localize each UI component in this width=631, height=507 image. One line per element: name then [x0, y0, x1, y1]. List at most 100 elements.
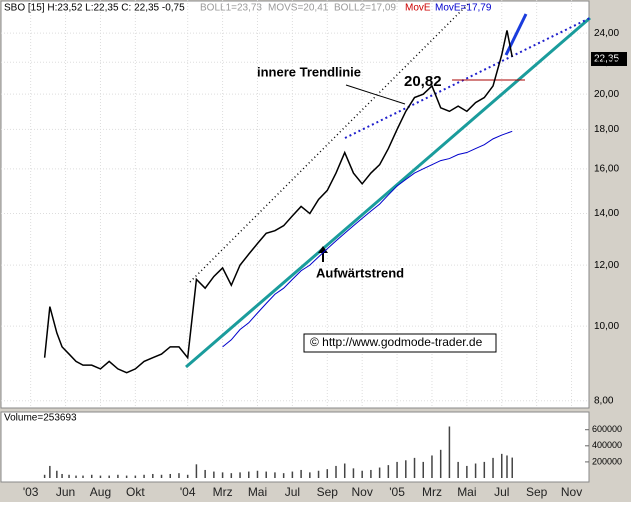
indicator: BOLL2=17,09 — [334, 3, 396, 14]
x-tick-label: '04 — [180, 485, 196, 499]
volume-bar — [49, 465, 51, 478]
y-tick-label: 10,00 — [594, 321, 619, 332]
volume-bar — [125, 475, 128, 478]
volume-bar — [474, 463, 477, 478]
x-tick-label: Nov — [561, 485, 582, 499]
volume-bar — [230, 473, 233, 478]
volume-bar — [160, 474, 163, 478]
volume-bar — [422, 461, 424, 478]
volume-bar — [274, 472, 276, 478]
annotation: innere Trendlinie — [257, 64, 361, 79]
volume-bar — [387, 465, 390, 478]
volume-bar — [457, 461, 459, 478]
x-tick-label: Nov — [352, 485, 373, 499]
vol-tick-label: 600000 — [592, 424, 622, 434]
indicator: BOLL1=23,73 — [200, 3, 262, 14]
vol-tick-label: 200000 — [592, 456, 622, 466]
x-tick-label: Okt — [126, 485, 145, 499]
volume-bar — [213, 471, 215, 478]
volume-bar — [43, 474, 46, 478]
volume-bar — [152, 473, 154, 478]
y-tick-label: 22,00 — [594, 57, 619, 68]
pointer — [345, 84, 406, 105]
volume-bar — [335, 465, 337, 478]
y-tick-label: 18,00 — [594, 124, 619, 135]
volume-bar — [56, 470, 58, 478]
x-tick-label: Jun — [56, 485, 75, 499]
volume-bar — [413, 457, 416, 478]
volume-bar — [352, 468, 355, 478]
volume-bar — [506, 455, 508, 478]
copyright-box — [303, 333, 497, 353]
volume-bar — [169, 473, 171, 478]
arrow-up — [504, 13, 528, 56]
header: SBO [15] H:23,52 L:22,35 C: 22,35 -0,75 — [4, 3, 185, 14]
volume-bar — [68, 474, 70, 478]
volume-bar — [195, 464, 198, 478]
volume-bar — [501, 453, 503, 478]
volume-bar — [248, 471, 250, 478]
y-tick-label: 14,00 — [594, 208, 619, 219]
volume-bar — [343, 463, 346, 478]
x-tick-label: '05 — [389, 485, 405, 499]
volume-bar — [75, 475, 77, 478]
volume-bar — [326, 469, 329, 478]
last-price: 22,35 — [594, 54, 619, 65]
volume-bar — [117, 474, 119, 478]
volume-bar — [134, 475, 137, 478]
y-tick-label: 20,00 — [594, 89, 619, 100]
y-tick-label: 12,00 — [594, 260, 619, 271]
volume-bar — [99, 475, 102, 478]
volume-bar — [256, 470, 259, 478]
volume-bar — [186, 474, 189, 478]
uptrend-line — [185, 16, 591, 369]
volume-label: Volume=253693 — [4, 413, 77, 424]
y-tick-label: 16,00 — [594, 163, 619, 174]
volume-bar — [221, 472, 224, 478]
volume-bar — [282, 473, 285, 478]
x-tick-label: Mai — [457, 485, 476, 499]
volume-bar — [483, 461, 486, 478]
volume-bar — [431, 455, 433, 478]
x-tick-label: Jul — [494, 485, 509, 499]
volume-bar — [511, 457, 513, 478]
volume-bar — [265, 471, 267, 478]
indicator: MovE=17,79 — [435, 3, 492, 14]
volume-bar — [143, 474, 145, 478]
volume-bar — [361, 470, 363, 478]
indicator: MovE — [405, 3, 431, 14]
annotation: 20,82 — [404, 73, 442, 90]
volume-bar — [204, 469, 206, 478]
volume-bar — [291, 471, 294, 478]
volume-bar — [309, 472, 311, 478]
volume-bar — [61, 473, 63, 478]
arrow-head — [318, 246, 328, 253]
x-tick-label: Mrz — [422, 485, 442, 499]
volume-bar — [108, 475, 110, 478]
inner-trendline — [344, 17, 591, 139]
plot — [43, 30, 513, 478]
volume-bar — [448, 426, 451, 478]
volume-bar — [317, 470, 320, 478]
x-tick-label: Sep — [526, 485, 548, 499]
volume-bar — [239, 472, 241, 478]
y-tick-label: 24,00 — [594, 28, 619, 39]
volume-bar — [300, 469, 302, 478]
volume-bar — [90, 474, 93, 478]
volume-bar — [439, 449, 442, 478]
annotation: © http://www.godmode-trader.de — [310, 335, 483, 349]
x-tick-label: Aug — [90, 485, 111, 499]
indicator: MOVS=20,41 — [268, 3, 329, 14]
price-line — [222, 130, 513, 348]
x-tick-label: '03 — [23, 485, 39, 499]
x-tick-label: Mai — [248, 485, 267, 499]
x-tick-label: Mrz — [213, 485, 233, 499]
y-tick-label: 8,00 — [594, 395, 614, 406]
price-line — [43, 30, 513, 374]
volume-bar — [492, 457, 494, 478]
volume-bar — [466, 465, 468, 478]
volume-bar — [396, 461, 398, 478]
price-tag — [591, 52, 627, 66]
x-tick-label: Jul — [285, 485, 300, 499]
